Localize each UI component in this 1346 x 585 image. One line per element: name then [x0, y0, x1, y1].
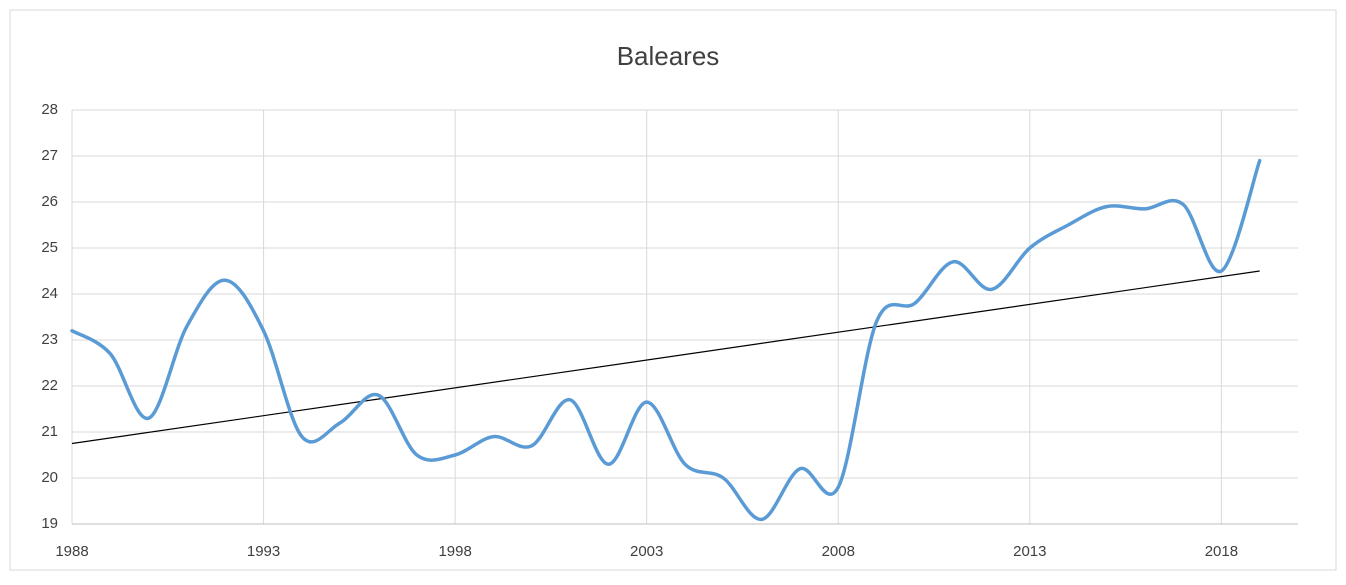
y-tick-label: 27 [41, 147, 58, 164]
y-tick-label: 23 [41, 331, 58, 348]
x-tick-label: 2018 [1205, 543, 1238, 560]
x-tick-label: 2008 [822, 543, 855, 560]
x-tick-label: 1993 [247, 543, 280, 560]
y-tick-label: 20 [41, 469, 58, 486]
y-tick-label: 22 [41, 377, 58, 394]
chart-frame [9, 9, 1337, 571]
x-tick-label: 1998 [438, 543, 471, 560]
x-tick-label: 1988 [55, 543, 88, 560]
x-tick-label: 2003 [630, 543, 663, 560]
y-tick-label: 25 [41, 239, 58, 256]
trendline [71, 270, 1260, 445]
x-tick-label: 2013 [1013, 543, 1046, 560]
y-tick-label: 26 [41, 193, 58, 210]
y-tick-label: 21 [41, 423, 58, 440]
data-line [70, 158, 1262, 522]
y-tick-label: 24 [41, 285, 58, 302]
chart-title: Baleares [617, 41, 720, 71]
y-tick-label: 19 [41, 515, 58, 532]
y-tick-label: 28 [41, 101, 58, 118]
